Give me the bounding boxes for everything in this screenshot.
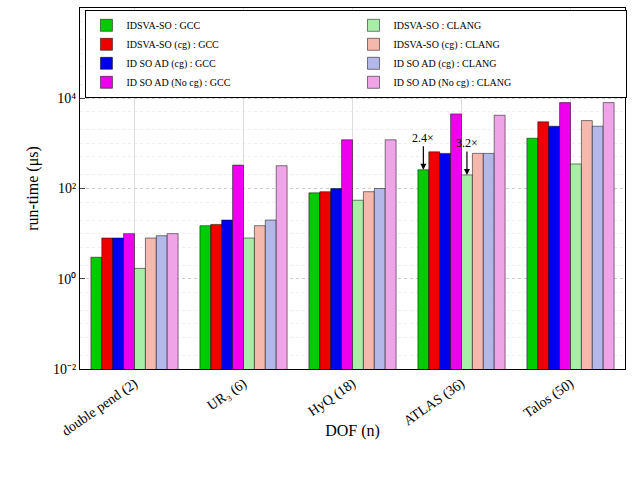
svg-text:ATLAS (36): ATLAS (36) (401, 376, 468, 430)
svg-text:run-time (μs): run-time (μs) (24, 146, 42, 231)
svg-text:UR₃ (6): UR₃ (6) (204, 376, 250, 415)
svg-text:10²: 10² (58, 181, 76, 196)
svg-text:IDSVA-SO : CLANG: IDSVA-SO : CLANG (394, 20, 482, 31)
svg-text:ID SO AD (No cg) : GCC: ID SO AD (No cg) : GCC (126, 77, 230, 89)
svg-text:ID SO AD (cg) : CLANG: ID SO AD (cg) : CLANG (394, 58, 497, 70)
svg-text:HyQ (18): HyQ (18) (305, 376, 359, 420)
svg-text:3.2×: 3.2× (456, 136, 478, 150)
svg-text:IDSVA-SO : GCC: IDSVA-SO : GCC (126, 20, 200, 31)
svg-text:10⁰: 10⁰ (57, 272, 76, 287)
svg-text:DOF (n): DOF (n) (325, 422, 380, 440)
svg-text:double pend (2): double pend (2) (59, 376, 141, 440)
svg-text:10⁻²: 10⁻² (53, 362, 76, 377)
svg-text:Talos (50): Talos (50) (521, 376, 577, 422)
svg-text:IDSVA-SO (cg) : CLANG: IDSVA-SO (cg) : CLANG (394, 39, 500, 51)
svg-text:ID SO AD (cg) : GCC: ID SO AD (cg) : GCC (126, 58, 215, 70)
svg-text:ID SO AD (No cg) : CLANG: ID SO AD (No cg) : CLANG (394, 77, 512, 89)
svg-text:2.4×: 2.4× (412, 131, 434, 145)
svg-text:10⁴: 10⁴ (57, 91, 76, 106)
svg-text:IDSVA-SO (cg) : GCC: IDSVA-SO (cg) : GCC (126, 39, 219, 51)
